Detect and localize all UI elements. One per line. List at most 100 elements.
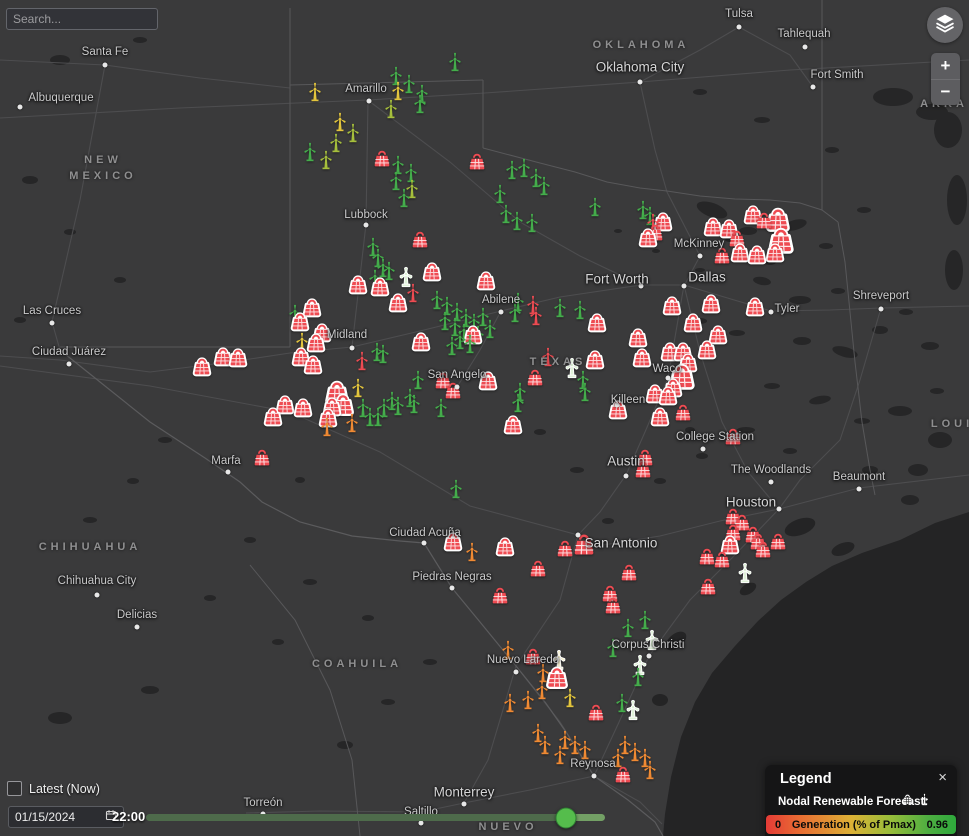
wind-turbine-marker[interactable] [518, 690, 539, 711]
wind-turbine-marker[interactable] [388, 81, 409, 102]
wind-turbine-marker[interactable] [618, 618, 639, 639]
wind-turbine-marker[interactable] [388, 396, 409, 417]
wind-turbine-marker[interactable] [437, 296, 458, 317]
solar-plant-marker[interactable] [752, 539, 774, 561]
solar-plant-marker[interactable] [711, 245, 733, 267]
wind-turbine-marker[interactable] [505, 303, 526, 324]
solar-plant-marker[interactable] [502, 414, 524, 436]
solar-plant-marker[interactable] [191, 356, 213, 378]
solar-plant-marker[interactable] [489, 585, 511, 607]
solar-plant-marker[interactable] [586, 312, 608, 334]
solar-plant-marker[interactable] [544, 665, 570, 691]
wind-turbine-marker[interactable] [305, 82, 326, 103]
solar-plant-marker[interactable] [584, 349, 606, 371]
wind-turbine-marker[interactable] [615, 735, 636, 756]
zoom-in-button[interactable]: + [931, 53, 960, 80]
solar-plant-marker[interactable] [722, 426, 744, 448]
wind-turbine-marker[interactable] [394, 188, 415, 209]
wind-turbine-marker[interactable] [640, 760, 661, 781]
wind-turbine-marker[interactable] [490, 184, 511, 205]
wind-turbine-marker[interactable] [570, 300, 591, 321]
wind-turbine-marker[interactable] [460, 334, 481, 355]
solar-plant-marker[interactable] [719, 534, 741, 556]
wind-turbine-marker[interactable] [402, 179, 423, 200]
wind-turbine-marker[interactable] [502, 160, 523, 181]
wind-turbine-marker[interactable] [445, 52, 466, 73]
wind-turbine-marker[interactable] [534, 176, 555, 197]
wind-turbine-marker[interactable] [446, 479, 467, 500]
wind-turbine-marker[interactable] [508, 393, 529, 414]
wind-turbine-marker[interactable] [623, 699, 644, 721]
solar-plant-marker[interactable] [289, 311, 311, 333]
slider-handle[interactable] [555, 807, 577, 828]
solar-plant-marker[interactable] [602, 595, 624, 617]
wind-turbine-marker[interactable] [735, 562, 756, 584]
wind-turbine-marker[interactable] [368, 407, 389, 428]
solar-plant-marker[interactable] [618, 562, 640, 584]
wind-turbine-marker[interactable] [326, 133, 347, 154]
time-slider[interactable] [146, 807, 605, 828]
solar-plant-marker[interactable] [410, 331, 432, 353]
wind-turbine-marker[interactable] [508, 292, 529, 313]
wind-turbine-marker[interactable] [462, 542, 483, 563]
solar-plant-marker[interactable] [661, 295, 683, 317]
wind-turbine-marker[interactable] [316, 150, 337, 171]
wind-turbine-marker[interactable] [317, 417, 338, 438]
solar-plant-marker[interactable] [696, 546, 718, 568]
solar-plant-marker[interactable] [524, 367, 546, 389]
solar-plant-marker[interactable] [527, 558, 549, 580]
wind-turbine-marker[interactable] [526, 306, 547, 327]
wind-turbine-marker[interactable] [473, 307, 494, 328]
wind-turbine-marker[interactable] [642, 629, 663, 651]
wind-turbine-marker[interactable] [300, 142, 321, 163]
solar-plant-marker[interactable] [682, 312, 704, 334]
wind-turbine-marker[interactable] [360, 407, 381, 428]
wind-turbine-marker[interactable] [575, 740, 596, 761]
wind-turbine-marker[interactable] [348, 378, 369, 399]
wind-turbine-marker[interactable] [550, 745, 571, 766]
wind-turbine-marker[interactable] [565, 735, 586, 756]
solar-plant-marker[interactable] [371, 148, 393, 170]
wind-turbine-marker[interactable] [555, 730, 576, 751]
wind-turbine-marker[interactable] [498, 640, 519, 661]
solar-plant-marker[interactable] [744, 296, 766, 318]
legend-close-button[interactable]: × [938, 769, 947, 786]
solar-plant-marker[interactable] [477, 370, 499, 392]
solar-plant-marker[interactable] [729, 242, 751, 264]
wind-turbine-marker[interactable] [363, 237, 384, 258]
wind-turbine-marker[interactable] [532, 680, 553, 701]
solar-plant-marker[interactable] [652, 211, 674, 233]
solar-plant-marker[interactable] [522, 646, 544, 668]
solar-plant-marker[interactable] [731, 512, 753, 534]
wind-turbine-marker[interactable] [408, 370, 429, 391]
wind-turbine-marker[interactable] [330, 112, 351, 133]
wind-turbine-marker[interactable] [625, 742, 646, 763]
wind-turbine-marker[interactable] [427, 290, 448, 311]
wind-turbine-marker[interactable] [403, 283, 424, 304]
wind-turbine-marker[interactable] [630, 654, 651, 676]
wind-turbine-marker[interactable] [480, 319, 501, 340]
wind-turbine-marker[interactable] [538, 347, 559, 368]
wind-turbine-marker[interactable] [450, 330, 471, 351]
wind-turbine-marker[interactable] [526, 168, 547, 189]
solar-plant-marker[interactable] [631, 347, 653, 369]
solar-plant-marker[interactable] [302, 354, 324, 376]
date-input[interactable] [15, 810, 89, 824]
wind-turbine-marker[interactable] [379, 261, 400, 282]
solar-plant-marker[interactable] [696, 339, 718, 361]
solar-plant-marker[interactable] [627, 327, 649, 349]
solar-plant-marker[interactable] [442, 531, 464, 553]
solar-plant-marker[interactable] [262, 406, 284, 428]
solar-plant-marker[interactable] [227, 347, 249, 369]
solar-plant-marker[interactable] [767, 531, 789, 553]
solar-plant-marker[interactable] [700, 293, 722, 315]
wind-turbine-marker[interactable] [507, 211, 528, 232]
wind-turbine-marker[interactable] [410, 94, 431, 115]
solar-plant-marker[interactable] [764, 242, 786, 264]
solar-plant-marker[interactable] [462, 324, 484, 346]
calendar-icon[interactable] [105, 808, 117, 826]
wind-turbine-marker[interactable] [431, 398, 452, 419]
wind-turbine-marker[interactable] [343, 123, 364, 144]
wind-turbine-marker[interactable] [374, 398, 395, 419]
